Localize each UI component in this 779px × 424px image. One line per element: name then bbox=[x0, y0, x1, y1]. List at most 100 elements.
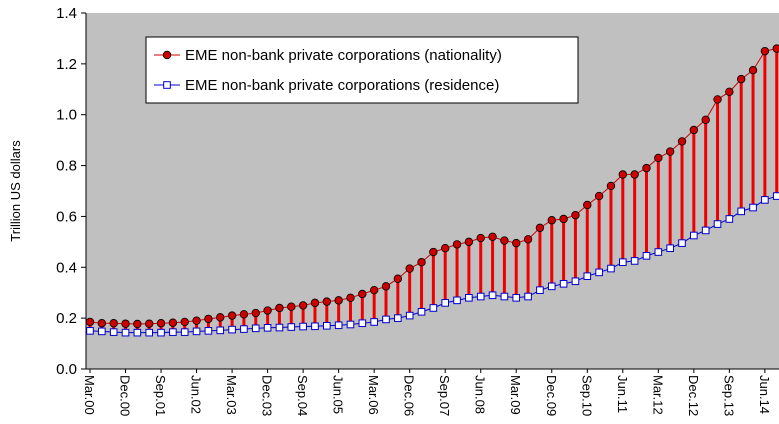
point bbox=[583, 200, 592, 210]
point bbox=[559, 280, 568, 288]
point bbox=[760, 46, 770, 56]
point bbox=[109, 319, 118, 328]
x-tick-label: Dec.00 bbox=[118, 375, 133, 416]
point bbox=[358, 319, 367, 328]
point bbox=[275, 303, 284, 313]
point bbox=[665, 147, 675, 156]
x-tick-label: Sep.04 bbox=[295, 375, 310, 416]
y-tick-label: 1.2 bbox=[56, 56, 77, 73]
point bbox=[192, 327, 201, 336]
point bbox=[737, 207, 746, 216]
point bbox=[394, 314, 402, 322]
point bbox=[701, 115, 710, 124]
point bbox=[535, 223, 545, 233]
point bbox=[216, 313, 225, 322]
x-tick-label: Dec.09 bbox=[544, 375, 559, 416]
point bbox=[168, 318, 178, 327]
point bbox=[583, 272, 592, 280]
point bbox=[322, 297, 331, 306]
x-tick-label: Sep.07 bbox=[437, 375, 452, 416]
point bbox=[429, 304, 438, 312]
point bbox=[476, 233, 485, 243]
x-tick-label: Jun.08 bbox=[473, 375, 488, 414]
point bbox=[121, 328, 130, 337]
x-tick-label: Sep.13 bbox=[721, 375, 736, 416]
point bbox=[488, 232, 497, 241]
y-tick-label: 0.0 bbox=[56, 361, 77, 378]
point bbox=[772, 192, 779, 200]
point bbox=[488, 291, 497, 300]
legend-marker bbox=[163, 81, 171, 89]
point bbox=[227, 311, 237, 320]
point bbox=[204, 314, 213, 324]
point bbox=[180, 317, 189, 327]
x-tick-label: Sep.01 bbox=[153, 375, 168, 416]
point bbox=[713, 220, 722, 228]
point bbox=[677, 137, 687, 146]
y-tick-label: 0.6 bbox=[56, 208, 77, 225]
point bbox=[157, 328, 165, 337]
point bbox=[666, 244, 674, 253]
point bbox=[346, 293, 355, 302]
point bbox=[145, 328, 153, 337]
x-tick-label: Jun.11 bbox=[615, 375, 630, 413]
point bbox=[417, 258, 426, 267]
point bbox=[358, 289, 367, 299]
point bbox=[524, 292, 532, 301]
point bbox=[441, 244, 450, 253]
point bbox=[500, 236, 509, 245]
point bbox=[713, 95, 722, 104]
point bbox=[287, 323, 296, 331]
point bbox=[429, 247, 438, 257]
point bbox=[701, 226, 710, 235]
point bbox=[169, 328, 177, 336]
point bbox=[536, 286, 544, 294]
point bbox=[381, 282, 391, 291]
point bbox=[748, 66, 758, 75]
legend-box bbox=[145, 36, 579, 104]
point bbox=[310, 298, 320, 308]
point bbox=[654, 248, 663, 256]
point bbox=[382, 315, 390, 324]
point bbox=[334, 296, 343, 305]
point bbox=[618, 170, 627, 179]
point bbox=[216, 326, 225, 335]
legend-label: EME non-bank private corporations (natio… bbox=[185, 47, 502, 64]
point bbox=[228, 325, 236, 334]
point bbox=[547, 282, 556, 291]
point bbox=[654, 153, 663, 163]
x-tick-label: Jun.02 bbox=[189, 375, 204, 414]
point bbox=[464, 237, 474, 247]
point bbox=[476, 292, 485, 301]
legend-marker bbox=[162, 50, 172, 60]
point bbox=[204, 327, 213, 335]
point bbox=[512, 294, 521, 302]
point bbox=[98, 327, 106, 336]
point bbox=[144, 319, 154, 328]
point bbox=[97, 319, 107, 328]
y-tick-label: 0.2 bbox=[56, 310, 77, 327]
point bbox=[369, 285, 379, 295]
y-tick-label: 0.8 bbox=[56, 158, 77, 175]
point bbox=[571, 210, 580, 220]
point bbox=[417, 307, 426, 316]
point bbox=[85, 317, 95, 327]
x-tick-label: Jun.05 bbox=[331, 375, 346, 414]
x-tick-label: Dec.06 bbox=[402, 375, 417, 416]
point bbox=[571, 277, 580, 286]
y-tick-label: 1.4 bbox=[56, 5, 77, 22]
point bbox=[239, 310, 249, 319]
point bbox=[311, 322, 319, 331]
point bbox=[452, 240, 462, 249]
point bbox=[678, 239, 686, 247]
point bbox=[263, 324, 272, 332]
legend-label: EME non-bank private corporations (resid… bbox=[185, 77, 499, 94]
point bbox=[133, 319, 142, 329]
point bbox=[263, 306, 272, 315]
y-axis-label: Trillion US dollars bbox=[8, 140, 23, 242]
point bbox=[109, 328, 118, 336]
point bbox=[689, 125, 699, 135]
point bbox=[725, 87, 734, 97]
